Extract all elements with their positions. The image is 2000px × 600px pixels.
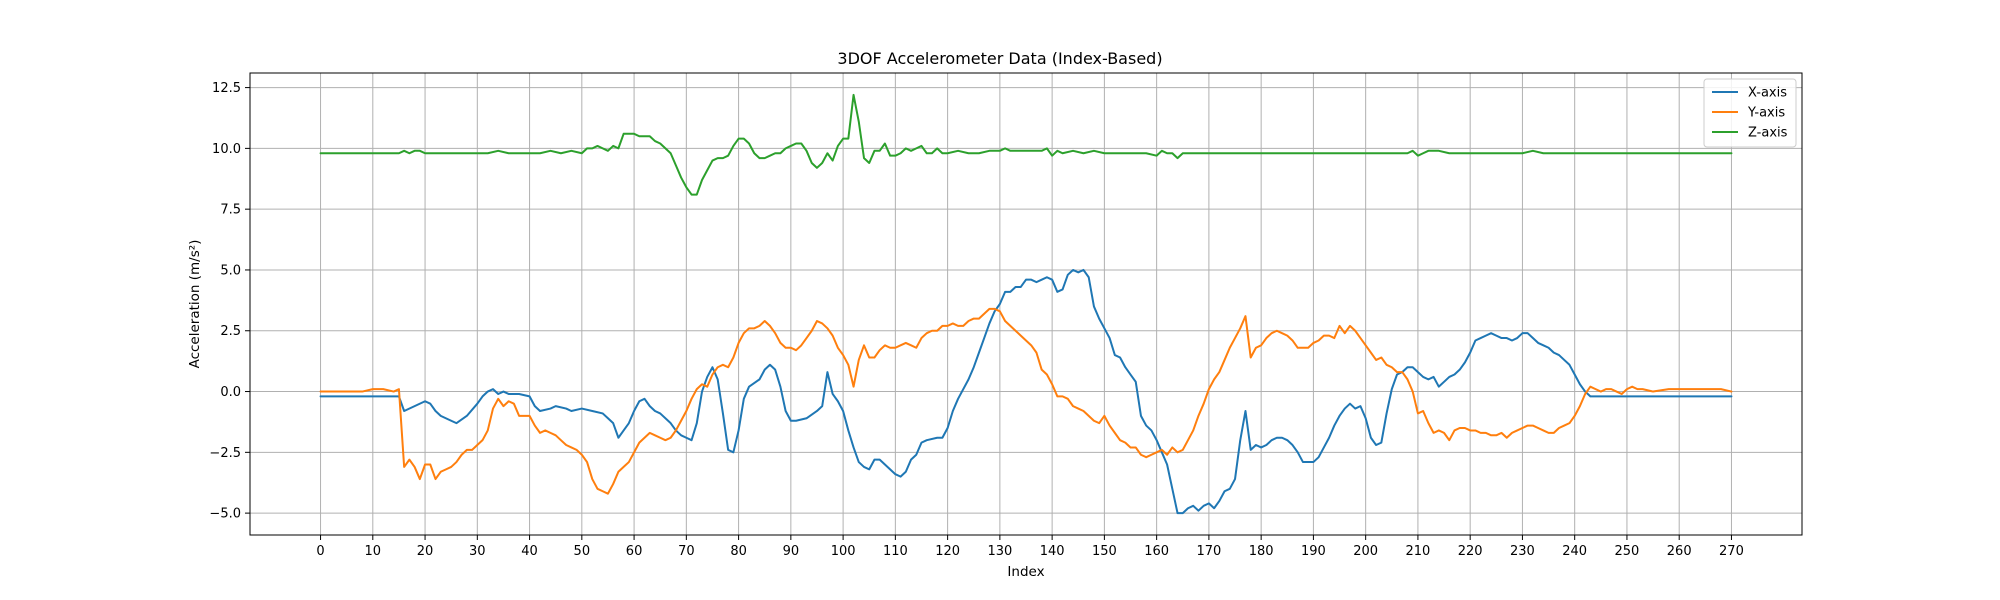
- plot-frame: [249, 72, 1803, 536]
- legend-box: [1703, 78, 1797, 148]
- series-lines: [319, 93, 1733, 515]
- x-tick-label: 40: [521, 544, 538, 559]
- axis-ticks: 0 10 20 30 40 50 60 70 80 90 100 110 120 130 140 150 160…: [209, 81, 1743, 559]
- y-tick-label: −2.5: [209, 446, 241, 461]
- x-tick-label: 140: [1040, 544, 1065, 559]
- x-tick-label: 130: [987, 544, 1012, 559]
- legend-label: X-axis: [1748, 86, 1787, 101]
- legend-label: Y-axis: [1747, 106, 1785, 121]
- y-tick-label: 5.0: [220, 263, 241, 278]
- series-line-z-axis: [319, 93, 1733, 196]
- x-tick-label: 0: [316, 544, 324, 559]
- x-tick-label: 270: [1719, 544, 1744, 559]
- x-tick-label: 210: [1406, 544, 1431, 559]
- y-tick-label: 0.0: [220, 385, 241, 400]
- legend: X-axis Y-axis Z-axis: [1703, 78, 1797, 148]
- x-tick-label: 20: [417, 544, 434, 559]
- x-tick-label: 80: [730, 544, 747, 559]
- x-tick-label: 60: [626, 544, 643, 559]
- x-tick-label: 170: [1196, 544, 1221, 559]
- y-tick-label: 2.5: [220, 324, 241, 339]
- x-tick-label: 220: [1458, 544, 1483, 559]
- x-tick-label: 120: [935, 544, 960, 559]
- y-tick-label: 7.5: [220, 203, 241, 218]
- x-tick-label: 90: [783, 544, 800, 559]
- grid: [250, 73, 1802, 535]
- x-tick-label: 150: [1092, 544, 1117, 559]
- x-tick-label: 160: [1144, 544, 1169, 559]
- x-axis-label: Index: [1007, 564, 1044, 580]
- series-line-x-axis: [319, 268, 1733, 515]
- x-tick-label: 230: [1510, 544, 1535, 559]
- x-tick-label: 10: [365, 544, 382, 559]
- x-tick-label: 50: [574, 544, 591, 559]
- legend-label: Z-axis: [1748, 126, 1788, 141]
- x-tick-label: 70: [678, 544, 695, 559]
- chart-title: 3DOF Accelerometer Data (Index-Based): [837, 49, 1162, 68]
- x-tick-label: 200: [1353, 544, 1378, 559]
- x-tick-label: 100: [831, 544, 856, 559]
- x-tick-label: 250: [1615, 544, 1640, 559]
- x-tick-label: 110: [883, 544, 908, 559]
- x-tick-label: 260: [1667, 544, 1692, 559]
- series-line-y-axis: [319, 307, 1733, 495]
- y-tick-label: −5.0: [209, 507, 241, 522]
- x-tick-label: 190: [1301, 544, 1326, 559]
- x-tick-label: 180: [1249, 544, 1274, 559]
- x-tick-label: 240: [1562, 544, 1587, 559]
- y-tick-label: 10.0: [212, 142, 241, 157]
- y-axis-label: Acceleration (m/s²): [187, 240, 203, 369]
- y-tick-label: 12.5: [212, 81, 241, 96]
- x-tick-label: 30: [469, 544, 486, 559]
